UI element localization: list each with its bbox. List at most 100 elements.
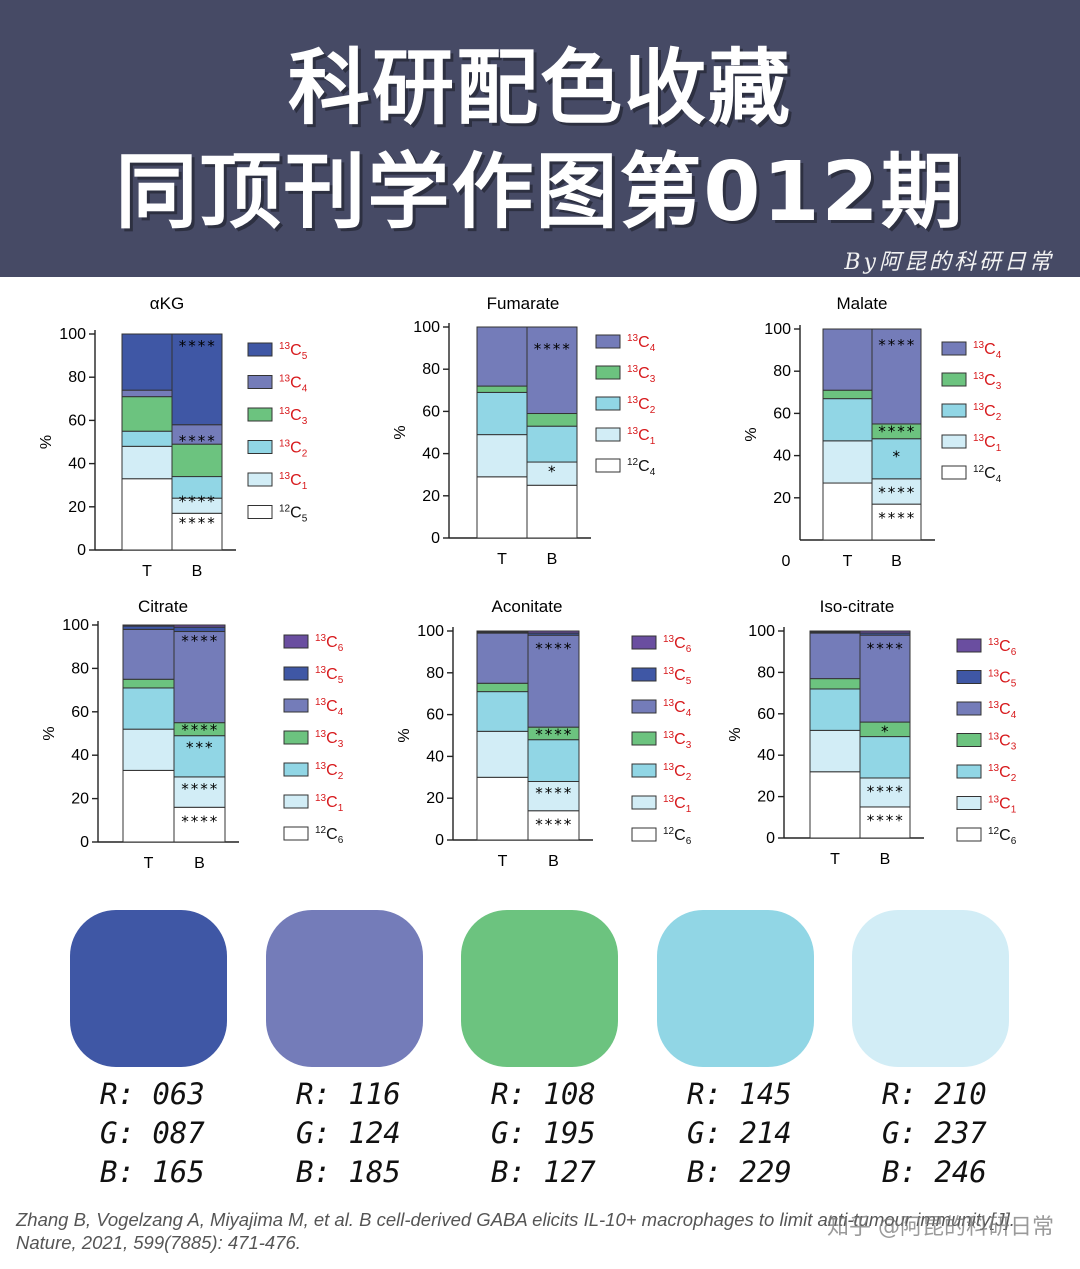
legend-swatch	[247, 342, 273, 357]
y-tick-label: 20	[68, 499, 86, 516]
legend-label: 13C4	[973, 340, 1002, 361]
bar-segment-13C5-T	[121, 333, 173, 391]
y-tick-label: 100	[764, 321, 791, 338]
significance-label: ****	[180, 632, 218, 650]
significance-label: ****	[178, 337, 216, 355]
bar-segment-13C4-T	[476, 326, 528, 387]
legend-label: 13C5	[663, 666, 692, 687]
significance-label: ****	[866, 782, 904, 800]
y-tick-label: 80	[773, 363, 791, 380]
bar-segment-13C3-T	[809, 678, 861, 690]
swatch-3	[461, 910, 618, 1067]
legend-label: 13C3	[279, 406, 308, 427]
legend-label: 13C5	[315, 665, 344, 686]
x-tick-label: T	[497, 551, 507, 568]
x-tick-label: T	[843, 553, 853, 570]
bar-segment-13C2-T	[476, 691, 529, 732]
x-tick-label: T	[144, 855, 154, 872]
green-value: G: 237	[882, 1116, 987, 1150]
bar-segment-12C5-T	[121, 478, 173, 551]
legend-swatch	[595, 458, 621, 473]
y-tick-label: 40	[422, 446, 440, 463]
bar-segment-13C6-B	[527, 630, 580, 634]
significance-label: ****	[180, 721, 218, 739]
legend-swatch	[283, 698, 309, 713]
red-value: R: 108	[491, 1077, 596, 1111]
significance-label: ****	[877, 483, 915, 501]
legend-swatch	[595, 427, 621, 442]
x-tick-label: B	[547, 551, 558, 568]
legend-label: 13C4	[663, 698, 692, 719]
legend-label: 13C5	[988, 669, 1017, 690]
blue-value: B: 246	[882, 1155, 987, 1189]
y-tick-label: 40	[757, 747, 775, 764]
significance-label: ****	[877, 336, 915, 354]
bar-segment-13C6-T	[476, 630, 529, 633]
significance-label: ****	[534, 784, 572, 802]
bar-segment-13C3-T	[476, 682, 529, 693]
y-tick-label: 20	[426, 790, 444, 807]
bar-segment-13C5-B	[171, 333, 223, 426]
x-tick-label: T	[142, 563, 152, 580]
y-tick-label: 20	[71, 791, 89, 808]
bar-segment-13C1-T	[122, 728, 175, 771]
legend-label: 13C2	[973, 402, 1002, 423]
legend-swatch	[247, 375, 273, 389]
green-value: G: 124	[296, 1116, 401, 1150]
x-tick-label: B	[548, 853, 559, 870]
red-value: R: 145	[687, 1077, 792, 1111]
bar-segment-13C1-T	[121, 445, 173, 480]
legend-swatch	[956, 733, 982, 747]
red-value: R: 116	[296, 1077, 401, 1111]
y-axis-label: %	[392, 425, 409, 439]
y-tick-label: 80	[71, 660, 89, 677]
x-tick-label: B	[194, 855, 205, 872]
chart-title: Malate	[836, 294, 887, 313]
y-tick-label: 100	[62, 617, 89, 634]
significance-label: ****	[534, 640, 572, 658]
legend-swatch	[956, 796, 982, 810]
rgb-values-3: R: 108 G: 195 B: 127	[491, 1075, 648, 1192]
legend-swatch	[247, 472, 273, 487]
y-tick-label: 60	[422, 403, 440, 420]
bar-segment-13C2-T	[822, 398, 873, 442]
legend-swatch	[941, 403, 967, 418]
bar-segment-13C2-T	[476, 391, 528, 436]
legend-swatch	[283, 634, 309, 649]
green-value: G: 214	[687, 1116, 792, 1150]
swatch-2	[266, 910, 423, 1067]
chart-title: Fumarate	[487, 294, 560, 313]
legend-swatch	[283, 666, 309, 681]
legend-swatch	[631, 699, 657, 714]
significance-label: ****	[180, 780, 218, 798]
legend-swatch	[631, 763, 657, 778]
bar-segment-13C4-B	[859, 634, 911, 723]
legend-swatch	[247, 505, 273, 519]
bar-segment-12C6-B	[173, 806, 226, 843]
legend-label: 13C1	[627, 426, 656, 447]
y-tick-label: 20	[422, 488, 440, 505]
significance-label: *	[547, 462, 557, 480]
y-axis-label: %	[396, 728, 413, 742]
y-tick-label: 100	[417, 623, 444, 640]
rgb-values-1: R: 063 G: 087 B: 165	[100, 1075, 257, 1192]
legend-label: 12C6	[663, 826, 692, 847]
legend-label: 13C4	[315, 697, 344, 718]
legend-label: 13C3	[315, 729, 344, 750]
watermark-text: 知乎 @阿昆的科研日常	[827, 1215, 1054, 1240]
legend-swatch	[956, 638, 982, 653]
legend-swatch	[283, 794, 309, 809]
title-line-1: 科研配色收藏	[287, 41, 792, 136]
legend-swatch	[247, 407, 273, 422]
legend-label: 13C1	[988, 795, 1017, 816]
blue-value: B: 165	[100, 1155, 205, 1189]
legend-swatch	[247, 440, 273, 454]
bar-segment-12C4-B	[526, 484, 578, 539]
legend-label: 13C1	[279, 471, 308, 492]
bar-segment-13C6-T	[122, 624, 175, 627]
chart-title: αKG	[150, 294, 184, 313]
legend-label: 13C6	[315, 633, 344, 654]
x-tick-label: T	[498, 853, 508, 870]
